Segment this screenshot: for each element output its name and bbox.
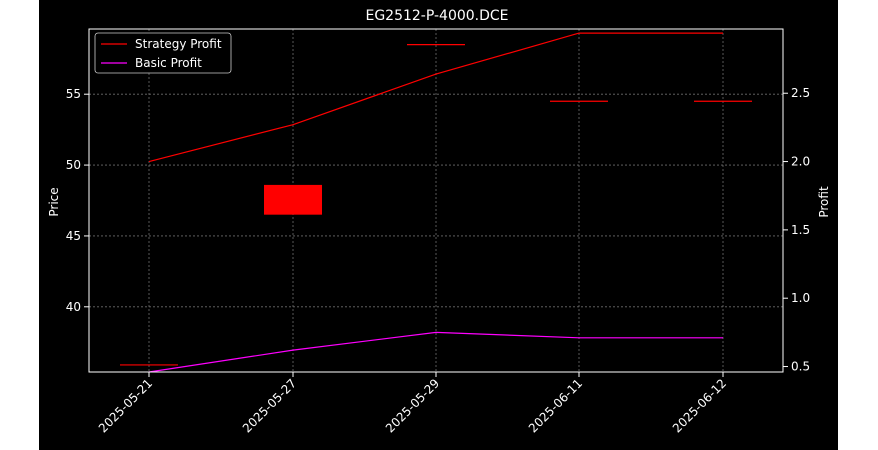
y-tick-label-left: 40 [66,300,81,314]
y-tick-label-left: 50 [66,158,81,172]
y-tick-label-right: 2.5 [791,86,810,100]
legend-box [94,32,232,74]
x-tick-label: 2025-06-12 [670,376,729,435]
x-tick-label: 2025-05-29 [383,376,442,435]
chart-svg: EG2512-P-4000.DCE Price Profit 2025-05-2… [47,8,831,435]
y-tick-label-right: 2.0 [791,155,810,169]
y-axis-label-left: Price [47,187,61,216]
x-tick-label: 2025-06-11 [526,376,585,435]
y-axis-label-right: Profit [817,186,831,218]
y-tick-label-right: 0.5 [791,360,810,374]
y-tick-label-left: 45 [66,229,81,243]
candles [120,43,752,366]
legend-label: Strategy Profit [135,37,222,51]
y-tick-label-right: 1.0 [791,291,810,305]
legend-label: Basic Profit [135,56,202,70]
grid [89,29,783,372]
y-tick-label-left: 55 [66,87,81,101]
chart-title: EG2512-P-4000.DCE [365,8,508,24]
legend: Strategy Profit Basic Profit [94,32,232,74]
x-tick-label: 2025-05-27 [240,376,299,435]
series-line [148,32,723,163]
candle-body [264,184,322,215]
profit-lines [148,32,723,373]
chart-figure: EG2512-P-4000.DCE Price Profit 2025-05-2… [39,0,838,450]
y-tick-label-right: 1.5 [791,223,810,237]
series-line [148,331,723,373]
axes: 2025-05-21 2025-05-27 2025-05-29 2025-06-11… [66,86,810,435]
plot-frame [88,28,784,373]
x-tick-label: 2025-05-21 [96,376,155,435]
